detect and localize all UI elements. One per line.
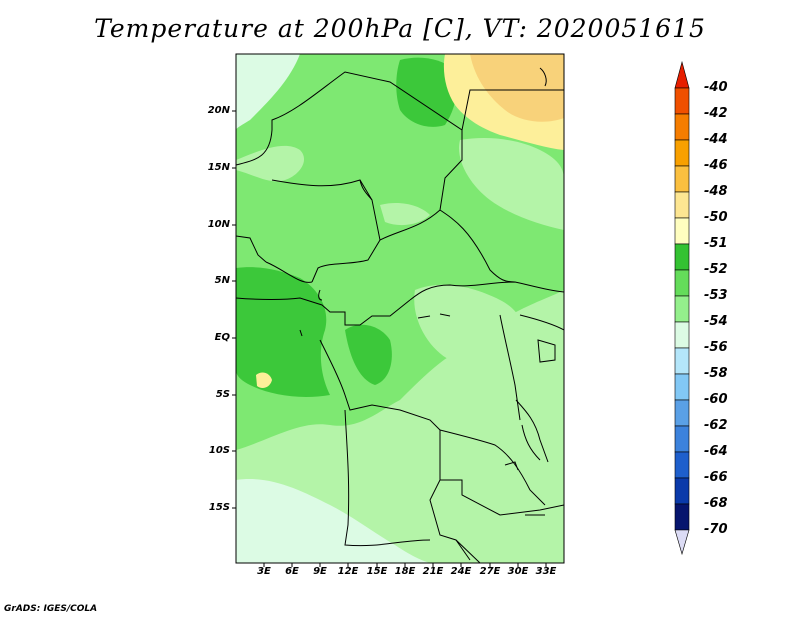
colorbar-box bbox=[674, 243, 690, 271]
colorbar-label: -68 bbox=[704, 496, 728, 511]
lat-label: 10N bbox=[207, 219, 230, 230]
temp-band-49-50 bbox=[498, 62, 506, 70]
lat-label: EQ bbox=[214, 332, 230, 343]
lon-label: 12E bbox=[337, 566, 359, 577]
colorbar-arrow-bottom bbox=[674, 529, 690, 556]
colorbar-label: -50 bbox=[704, 210, 728, 225]
lat-label: 5S bbox=[215, 389, 230, 400]
temp-band-51-52 bbox=[236, 308, 252, 338]
colorbar-label: -52 bbox=[704, 262, 728, 277]
temp-band-51-52 bbox=[345, 324, 392, 385]
colorbar-box bbox=[674, 503, 690, 531]
colorbar-box bbox=[674, 87, 690, 115]
colorbar-box bbox=[674, 399, 690, 427]
country-borders bbox=[236, 67, 564, 563]
colorbar-label: -70 bbox=[704, 522, 728, 537]
colorbar-box bbox=[674, 113, 690, 141]
colorbar-label: -58 bbox=[704, 366, 728, 381]
lat-label: 5N bbox=[214, 275, 230, 286]
lon-label: 9E bbox=[313, 566, 327, 577]
colorbar bbox=[674, 60, 690, 556]
temp-band-below-54 bbox=[236, 479, 430, 563]
temp-band-51-52 bbox=[396, 57, 457, 127]
temp-band-53-54 bbox=[380, 203, 430, 226]
colorbar-label: -60 bbox=[704, 392, 728, 407]
colorbar-box bbox=[674, 451, 690, 479]
colorbar-box bbox=[674, 373, 690, 401]
temp-band-below-54 bbox=[236, 54, 300, 130]
colorbar-label: -42 bbox=[704, 106, 728, 121]
colorbar-label: -53 bbox=[704, 288, 728, 303]
colorbar-arrow-top bbox=[674, 60, 690, 89]
colorbar-label: -64 bbox=[704, 444, 728, 459]
colorbar-label: -66 bbox=[704, 470, 728, 485]
colorbar-box bbox=[674, 321, 690, 349]
temp-band-49-50 bbox=[470, 54, 564, 122]
colorbar-label: -56 bbox=[704, 340, 728, 355]
colorbar-box bbox=[674, 165, 690, 193]
colorbar-label: -44 bbox=[704, 132, 728, 147]
lon-label: 3E bbox=[257, 566, 271, 577]
colorbar-label: -62 bbox=[704, 418, 728, 433]
colorbar-label: -48 bbox=[704, 184, 728, 199]
lon-label: 15E bbox=[366, 566, 388, 577]
colorbar-label: -46 bbox=[704, 158, 728, 173]
colorbar-box bbox=[674, 295, 690, 323]
colorbar-box bbox=[674, 269, 690, 297]
lon-label: 30E bbox=[507, 566, 529, 577]
colorbar-box bbox=[674, 191, 690, 219]
temp-band-53-54 bbox=[236, 145, 305, 182]
colorbar-box bbox=[674, 217, 690, 245]
chart-title: Temperature at 200hPa [C], VT: 202005161… bbox=[94, 14, 706, 43]
colorbar-label: -54 bbox=[704, 314, 728, 329]
lon-label: 24E bbox=[450, 566, 472, 577]
lon-label: 33E bbox=[535, 566, 557, 577]
lat-label: 15S bbox=[208, 502, 230, 513]
lat-label: 10S bbox=[208, 445, 230, 456]
lon-label: 18E bbox=[394, 566, 416, 577]
axis-ticks bbox=[232, 110, 547, 567]
temp-band-53-54 bbox=[414, 284, 527, 362]
colorbar-label: -40 bbox=[704, 80, 728, 95]
temp-band-50-51 bbox=[256, 372, 272, 388]
credit-text: GrADS: IGES/COLA bbox=[4, 604, 98, 614]
lon-label: 27E bbox=[479, 566, 501, 577]
lat-label: 20N bbox=[207, 105, 230, 116]
colorbar-box bbox=[674, 425, 690, 453]
lon-label: 21E bbox=[422, 566, 444, 577]
colorbar-box bbox=[674, 477, 690, 505]
colorbar-label: -51 bbox=[704, 236, 728, 251]
lon-label: 6E bbox=[285, 566, 299, 577]
colorbar-box bbox=[674, 139, 690, 167]
temp-band-53-54 bbox=[459, 138, 564, 230]
colorbar-box bbox=[674, 347, 690, 375]
map-frame bbox=[235, 53, 565, 564]
lat-label: 15N bbox=[207, 162, 230, 173]
